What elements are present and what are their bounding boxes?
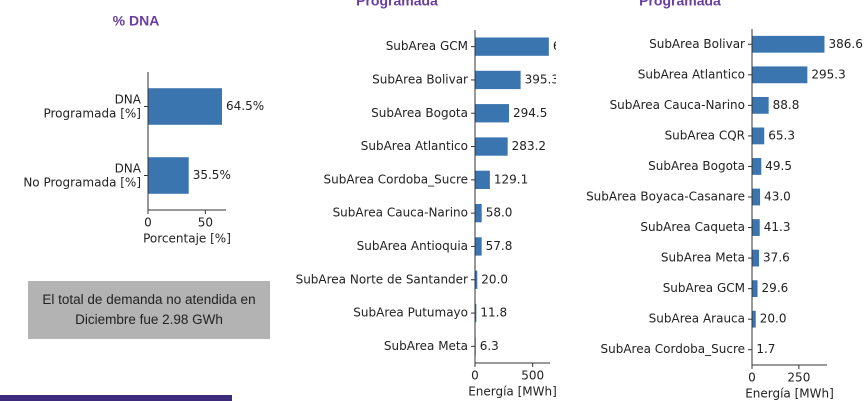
plot: 386.6 295.3 88.8 65.3 49.5 43.0 41.3 37.6 29.6 20… xyxy=(752,35,863,359)
bar xyxy=(475,37,549,56)
value-label: 49.5 xyxy=(765,159,792,173)
plot: 64.5% 35.5% xyxy=(148,88,264,194)
y-tick-label: SubArea Antioquia xyxy=(357,239,468,253)
y-tick-label: SubArea Cordoba_Sucre xyxy=(600,342,745,356)
value-label: 64.5% xyxy=(226,99,264,113)
y-tick-label: SubArea GCM xyxy=(386,39,468,53)
bar xyxy=(752,310,756,328)
y-tick-label: SubArea Bolivar xyxy=(372,72,468,86)
bar xyxy=(752,280,758,298)
value-label: 29.6 xyxy=(762,281,789,295)
value-label: 386.6 xyxy=(828,37,862,51)
value-label: 20.0 xyxy=(760,312,787,326)
x-tick-label: 500 xyxy=(521,369,544,383)
bar xyxy=(752,219,760,236)
value-label: 295.3 xyxy=(811,67,845,81)
bar xyxy=(475,70,521,90)
y-tick-label: SubArea Cordoba_Sucre xyxy=(323,172,468,186)
y-tick-label: SubArea Atlantico xyxy=(638,67,745,81)
y-tick-label: SubArea Arauca xyxy=(649,312,745,326)
y-tick-label: SubArea Caqueta xyxy=(640,220,745,234)
value-label: 11.8 xyxy=(480,306,507,320)
value-label: 43.0 xyxy=(764,190,791,204)
value-label: 294.5 xyxy=(513,106,547,120)
y-tick-label: SubArea Meta xyxy=(661,251,745,265)
chart-title: Programada xyxy=(356,0,438,9)
bar xyxy=(148,88,222,125)
value-label: 35.5% xyxy=(193,168,231,182)
y-tick-label: SubArea GCM xyxy=(663,281,745,295)
bar xyxy=(475,237,482,256)
bar xyxy=(752,158,762,175)
bar xyxy=(752,188,761,206)
value-label: 58.0 xyxy=(486,206,513,220)
bar xyxy=(752,35,825,53)
value-label: 1.7 xyxy=(756,342,775,356)
y-tick-label: SubArea Meta xyxy=(384,339,468,353)
bar xyxy=(475,270,478,289)
x-tick-label: 0 xyxy=(748,371,756,385)
value-label: 41.3 xyxy=(764,220,791,234)
y-tick-label: DNA No Programada [%] xyxy=(23,161,141,189)
chart-title: Programada xyxy=(639,0,721,9)
x-tick-label: 0 xyxy=(471,369,479,383)
value-label: 395.3 xyxy=(525,72,559,86)
note-box: El total de demanda no atendida en Dicie… xyxy=(28,281,270,339)
value-label: 6.3 xyxy=(480,339,499,353)
bar xyxy=(752,127,765,145)
x-tick-label: 0 xyxy=(144,216,152,230)
bar xyxy=(475,170,490,190)
y-tick-label: SubArea Cauca-Narino xyxy=(333,206,468,220)
value-label: 57.8 xyxy=(486,239,513,253)
y-tick-label: SubArea Norte de Santander xyxy=(296,272,468,286)
bar xyxy=(752,249,760,267)
y-tick-label: SubArea Bogota xyxy=(648,159,745,173)
x-axis-label: Energía [MWh] xyxy=(468,385,557,399)
y-tick-label: SubArea Putumayo xyxy=(353,306,468,320)
value-label: 6( xyxy=(553,39,565,53)
value-label: 283.2 xyxy=(512,139,546,153)
y-tick-label: SubArea CQR xyxy=(665,128,745,142)
bar xyxy=(475,137,508,156)
x-tick-label: 250 xyxy=(787,371,810,385)
plot: 6( 395.3 294.5 283.2 129.1 58.0 57.8 20.0 11.8 6.… xyxy=(475,37,565,356)
y-tick-label: SubArea Bogota xyxy=(371,106,468,120)
y-tick-label: SubArea Atlantico xyxy=(361,139,468,153)
bar xyxy=(475,104,509,123)
bottom-bar xyxy=(0,395,232,401)
x-tick-label: 50 xyxy=(198,216,213,230)
x-axis-label: Energía [MWh] xyxy=(745,387,834,401)
y-tick-label: DNA Programada [%] xyxy=(43,92,141,120)
bar xyxy=(475,303,477,323)
chart-title: % DNA xyxy=(113,13,160,29)
value-label: 37.6 xyxy=(763,251,790,265)
bar xyxy=(752,66,808,84)
bar xyxy=(148,157,189,194)
bar xyxy=(475,203,482,223)
y-tick-label: SubArea Boyaca-Casanare xyxy=(586,190,745,204)
bar xyxy=(752,96,769,114)
y-tick-label: SubArea Cauca-Narino xyxy=(610,98,745,112)
x-axis-label: Porcentaje [%] xyxy=(143,232,231,246)
value-label: 65.3 xyxy=(768,128,795,142)
value-label: 129.1 xyxy=(494,172,528,186)
value-label: 20.0 xyxy=(481,272,508,286)
y-tick-label: SubArea Bolivar xyxy=(649,37,745,51)
value-label: 88.8 xyxy=(773,98,800,112)
